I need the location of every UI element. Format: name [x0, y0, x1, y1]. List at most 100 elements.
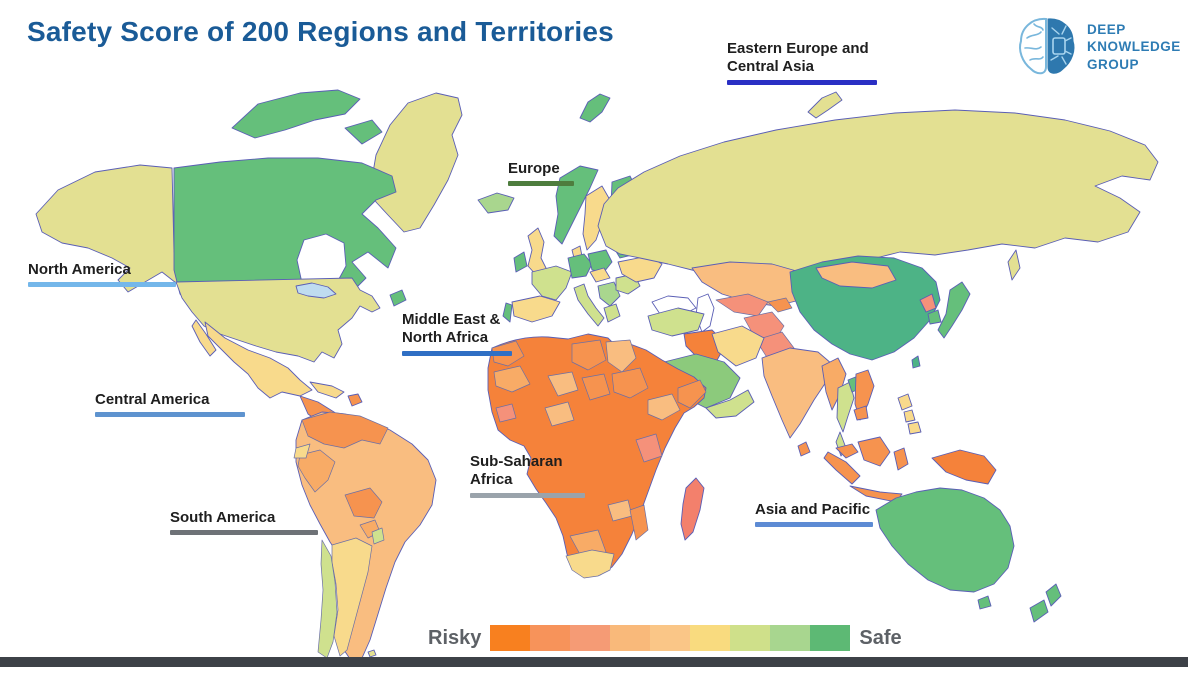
map-south-africa	[565, 549, 615, 579]
map-russia	[597, 109, 1159, 281]
map-uruguay	[371, 527, 385, 545]
label-eastern-europe-central-asia: Eastern Europe and Central Asia	[727, 40, 877, 85]
brand-logo: DEEP KNOWLEDGE GROUP	[1016, 14, 1181, 80]
brand-logo-text: DEEP KNOWLEDGE GROUP	[1087, 21, 1181, 72]
label-central-america: Central America	[95, 391, 245, 418]
legend-swatch	[610, 625, 651, 651]
legend-swatch	[810, 625, 851, 651]
map-new-zealand	[1045, 583, 1062, 607]
label-sub-saharan-africa: Sub-Saharan Africa	[470, 453, 585, 498]
map-nigeria	[544, 401, 575, 427]
legend-swatch	[770, 625, 811, 651]
map-chad	[581, 373, 611, 401]
map-malaysia	[835, 443, 859, 459]
page-title: Safety Score of 200 Regions and Territor…	[27, 16, 614, 47]
map-india	[761, 347, 833, 439]
map-sweden	[582, 185, 611, 251]
underline-middle-east-north-africa	[402, 350, 512, 356]
map-kenya-tanzania	[635, 433, 663, 463]
map-south-korea	[927, 309, 942, 325]
map-uzbekistan	[715, 293, 769, 317]
map-libya	[571, 339, 607, 371]
map-argentina	[331, 537, 373, 657]
map-alaska	[35, 164, 219, 305]
map-turkey	[647, 307, 705, 337]
map-iceland	[477, 192, 515, 214]
map-great-lakes	[295, 282, 337, 299]
map-sri-lanka	[797, 441, 811, 457]
map-north-america	[35, 89, 463, 433]
map-italy	[573, 283, 605, 327]
legend-swatch	[490, 625, 531, 651]
map-somalia	[677, 379, 707, 409]
label-north-america: North America	[28, 261, 176, 288]
map-greenland	[369, 92, 463, 233]
legend-swatch	[730, 625, 771, 651]
map-peru	[297, 449, 336, 493]
map-ethiopia	[647, 393, 681, 421]
map-colombia-venezuela	[301, 411, 389, 449]
map-iran	[711, 325, 765, 367]
legend-swatch	[650, 625, 691, 651]
map-japan	[937, 281, 971, 339]
map-oceania	[875, 487, 1062, 623]
map-mongolia	[815, 261, 897, 289]
map-france	[531, 265, 573, 301]
map-sudan	[611, 367, 649, 399]
brain-logo-icon	[1019, 17, 1075, 75]
map-africa-base	[487, 333, 707, 578]
underline-europe	[508, 181, 574, 187]
legend-safe-label: Safe	[859, 626, 902, 649]
map-philippines	[897, 393, 913, 411]
map-vietnam	[854, 369, 875, 421]
map-borneo	[857, 436, 891, 467]
map-cuba	[309, 381, 345, 399]
label-south-america: South America	[170, 509, 318, 536]
map-madagascar	[680, 477, 705, 541]
map-portugal	[502, 302, 513, 323]
map-ecuador	[293, 443, 311, 459]
underline-south-america	[170, 530, 318, 536]
map-russia-central-asia	[597, 91, 1159, 365]
map-germany	[567, 253, 593, 279]
label-asia-and-pacific: Asia and Pacific	[755, 501, 873, 528]
bottom-divider-bar	[0, 657, 1188, 667]
map-svalbard	[579, 93, 611, 123]
legend-swatch	[690, 625, 731, 651]
underline-central-america	[95, 412, 245, 418]
map-southeast-asia	[821, 357, 997, 507]
map-spain	[511, 295, 561, 323]
map-china	[789, 255, 941, 361]
label-middle-east-north-africa: Middle East & North Africa	[402, 311, 512, 356]
underline-eastern-europe-central-asia	[727, 79, 877, 85]
map-mozambique	[629, 504, 649, 541]
map-south-asia	[761, 347, 833, 457]
map-sumatra	[823, 451, 861, 485]
legend-risky-label: Risky	[428, 626, 482, 649]
legend-gradient	[490, 625, 851, 651]
map-south-america-base	[295, 411, 437, 663]
map-poland	[587, 249, 613, 273]
map-novaya-zemlya	[807, 91, 843, 119]
underline-asia-and-pacific	[755, 522, 873, 528]
legend-swatch	[530, 625, 571, 651]
map-south-america	[293, 411, 437, 663]
label-europe: Europe	[508, 160, 574, 187]
map-new-guinea	[931, 449, 997, 485]
map-arctic-islands	[231, 89, 361, 139]
map-yemen-oman	[705, 389, 755, 419]
map-north-korea	[919, 293, 937, 313]
map-australia	[875, 487, 1015, 593]
map-niger	[547, 371, 579, 397]
legend: Risky Safe	[428, 625, 902, 651]
map-ireland	[513, 251, 528, 273]
legend-swatch	[570, 625, 611, 651]
map-east-asia	[789, 255, 971, 369]
underline-north-america	[28, 282, 176, 288]
map-egypt	[605, 339, 637, 373]
map-mexico	[204, 321, 313, 399]
map-bolivia	[344, 487, 383, 519]
underline-sub-saharan-africa	[470, 492, 585, 498]
